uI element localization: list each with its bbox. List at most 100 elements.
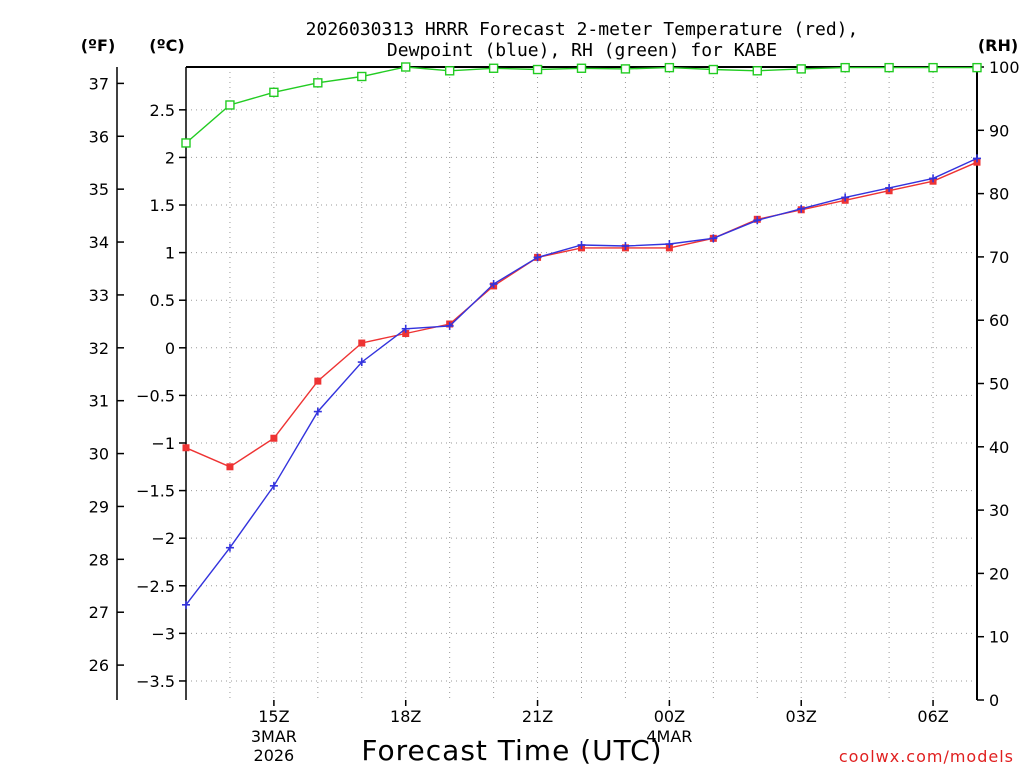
x-tick-label: 00Z xyxy=(654,707,685,726)
rh-tick-label: 20 xyxy=(989,564,1009,583)
celsius-tick-label: 2 xyxy=(165,148,175,167)
dewpoint-point xyxy=(973,154,981,163)
dewpoint-point xyxy=(665,240,674,249)
rh-point xyxy=(444,66,455,76)
dewpoint-point xyxy=(182,600,190,609)
x-tick-label: 21Z xyxy=(522,707,553,726)
rh-point xyxy=(269,87,279,98)
x-axis-label: Forecast Time (UTC) xyxy=(361,734,662,767)
rh-point xyxy=(313,78,323,88)
dewpoint-point xyxy=(929,174,938,183)
rh-tick-label: 40 xyxy=(989,438,1009,457)
celsius-tick-label: −0.5 xyxy=(136,386,175,405)
celsius-tick-label: −1 xyxy=(151,434,175,453)
rh-point xyxy=(357,71,367,82)
dewpoint-point xyxy=(313,407,322,416)
celsius-unit-label: (ºC) xyxy=(149,36,184,55)
celsius-tick-label: 1.5 xyxy=(150,196,175,215)
dewpoint-point xyxy=(885,183,894,192)
rh-tick-label: 100 xyxy=(989,58,1020,77)
gridlines xyxy=(186,67,977,700)
fahrenheit-tick-label: 32 xyxy=(89,339,109,358)
celsius-tick-label: −3 xyxy=(151,624,175,643)
chart-title-line2: Dewpoint (blue), RH (green) for KABE xyxy=(387,40,777,61)
fahrenheit-tick-label: 36 xyxy=(89,127,109,146)
celsius-tick-label: 1 xyxy=(165,244,175,263)
rh-point xyxy=(401,62,411,72)
x-date-label: 4MAR xyxy=(646,727,692,746)
rh-point xyxy=(752,66,762,76)
temperature-point xyxy=(226,463,234,471)
temperature-point xyxy=(358,339,366,347)
fahrenheit-tick-label: 28 xyxy=(89,550,109,569)
dewpoint-point xyxy=(225,543,234,552)
rh-point xyxy=(225,100,235,110)
axes: 26 27 28 29 30 31 32 33 34 35 36 37 2.5 2 1.5 1 0.5 0 −0.5… xyxy=(89,58,1020,710)
rh-tick-label: 60 xyxy=(989,311,1009,330)
celsius-tick-label: 2.5 xyxy=(150,101,175,120)
temperature-point xyxy=(314,377,322,385)
celsius-tick-label: −2.5 xyxy=(136,577,175,596)
fahrenheit-tick-label: 34 xyxy=(89,233,109,252)
rh-line xyxy=(185,66,977,144)
chart-title-line1: 2026030313 HRRR Forecast 2-meter Tempera… xyxy=(306,19,859,40)
rh-point xyxy=(928,62,938,73)
fahrenheit-tick-label: 26 xyxy=(89,656,109,675)
x-tick-label: 15Z xyxy=(258,707,289,726)
fahrenheit-tick-label: 37 xyxy=(89,74,109,93)
dewpoint-point xyxy=(841,193,850,202)
rh-tick-label: 10 xyxy=(989,628,1009,647)
x-tick-label: 06Z xyxy=(917,707,948,726)
rh-point xyxy=(620,64,631,74)
rh-point xyxy=(884,62,894,73)
dewpoint-point xyxy=(621,241,630,250)
rh-point xyxy=(708,64,719,75)
rh-point xyxy=(532,64,543,75)
rh-tick-label: 80 xyxy=(989,185,1009,204)
rh-unit-label: (RH) xyxy=(978,36,1018,55)
dewpoint-point xyxy=(269,481,278,490)
x-tick-label: 18Z xyxy=(390,707,421,726)
fahrenheit-tick-label: 31 xyxy=(89,392,109,411)
rh-point xyxy=(181,138,191,148)
dewpoint-point xyxy=(797,204,806,213)
rh-point xyxy=(796,64,806,74)
rh-point xyxy=(488,63,499,73)
dewpoint-point xyxy=(533,253,542,262)
rh-tick-label: 90 xyxy=(989,121,1009,140)
temperature-point xyxy=(182,444,190,452)
fahrenheit-tick-label: 35 xyxy=(89,180,109,199)
celsius-tick-label: −3.5 xyxy=(136,672,175,691)
rh-point xyxy=(576,63,587,73)
celsius-tick-label: −2 xyxy=(151,529,175,548)
temperature-point xyxy=(270,434,278,442)
temperature-point xyxy=(402,330,410,338)
celsius-tick-label: −1.5 xyxy=(136,482,175,501)
dewpoint-point xyxy=(401,324,410,333)
dewpoint-point xyxy=(577,241,586,250)
rh-tick-label: 70 xyxy=(989,248,1009,267)
fahrenheit-unit-label: (ºF) xyxy=(81,36,116,55)
x-year-label: 2026 xyxy=(254,746,295,765)
rh-point xyxy=(840,62,850,73)
fahrenheit-tick-label: 33 xyxy=(89,286,109,305)
dewpoint-point xyxy=(709,234,718,243)
celsius-tick-label: 0 xyxy=(165,339,175,358)
rh-point xyxy=(664,62,675,73)
x-tick-label: 03Z xyxy=(786,707,817,726)
dewpoint-point xyxy=(357,358,366,367)
dewpoint-point xyxy=(753,216,762,225)
fahrenheit-tick-label: 29 xyxy=(89,497,109,516)
dewpoint-point xyxy=(489,280,498,289)
x-date-label: 3MAR xyxy=(251,727,297,746)
rh-point xyxy=(972,62,982,73)
fahrenheit-tick-label: 27 xyxy=(89,603,109,622)
rh-tick-label: 0 xyxy=(989,691,999,710)
dewpoint-point xyxy=(445,321,454,330)
fahrenheit-tick-label: 30 xyxy=(89,445,109,464)
celsius-tick-label: 0.5 xyxy=(150,291,175,310)
credit-label: coolwx.com/models xyxy=(839,747,1014,766)
series xyxy=(181,62,982,609)
